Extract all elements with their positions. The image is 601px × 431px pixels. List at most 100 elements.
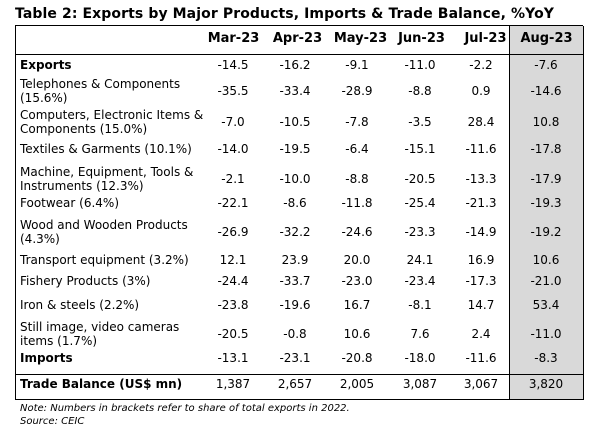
row-label: Imports [20, 351, 73, 365]
table-cell: -35.5 [217, 84, 249, 98]
table-cell: 20.0 [343, 253, 371, 267]
table-title: Table 2: Exports by Major Products, Impo… [15, 6, 555, 22]
table-cell: -8.8 [408, 84, 432, 98]
table-cell: -19.6 [279, 298, 311, 312]
table-cell: 14.7 [467, 298, 495, 312]
table-row: Machine, Equipment, Tools & Instruments … [0, 165, 601, 193]
table-cell: 7.6 [410, 327, 430, 341]
table-cell: -13.3 [465, 172, 497, 186]
table-cell: -7.8 [345, 115, 369, 129]
table-cell: -21.3 [465, 196, 497, 210]
table-cell: 1,387 [215, 377, 251, 391]
column-header: Apr-23 [272, 31, 323, 46]
table-cell: -16.2 [279, 58, 311, 72]
aug-column-left-border [509, 26, 510, 400]
column-header: Jun-23 [398, 31, 445, 46]
table-cell: 53.4 [532, 298, 560, 312]
table-cell: -14.5 [217, 58, 249, 72]
table-cell: -18.0 [404, 351, 436, 365]
table-cell: 24.1 [406, 253, 434, 267]
table-cell: -17.8 [530, 142, 562, 156]
table-cell: -17.3 [465, 274, 497, 288]
table-cell: 12.1 [219, 253, 247, 267]
table-cell: -8.8 [345, 172, 369, 186]
table-cell: -23.0 [341, 274, 373, 288]
table-cell: -19.3 [530, 196, 562, 210]
table-cell: -33.7 [279, 274, 311, 288]
table-cell: -8.3 [534, 351, 558, 365]
table-cell: -10.5 [279, 115, 311, 129]
column-header: Mar-23 [207, 31, 260, 46]
table-cell: 23.9 [281, 253, 309, 267]
table-cell: -11.6 [465, 351, 497, 365]
row-label: Iron & steels (2.2%) [20, 298, 140, 312]
table-cell: 3,820 [528, 377, 564, 391]
table-cell: -33.4 [279, 84, 311, 98]
table-cell: -7.6 [534, 58, 558, 72]
row-label: Transport equipment (3.2%) [20, 253, 189, 267]
table-cell: -17.9 [530, 172, 562, 186]
right-border [583, 26, 584, 400]
table-cell: -24.4 [217, 274, 249, 288]
table-cell: -26.9 [217, 225, 249, 239]
table-cell: 0.9 [471, 84, 491, 98]
table-cell: 2.4 [471, 327, 491, 341]
column-header: Jul-23 [464, 31, 507, 46]
row-label: Textiles & Garments (10.1%) [20, 142, 192, 156]
table-source: Source: CEIC [20, 416, 85, 427]
table-row: Telephones & Components (15.6%) -35.5 -33.… [0, 77, 601, 105]
left-border [15, 26, 16, 400]
trade-balance-rule [15, 374, 583, 375]
table-note: Note: Numbers in brackets refer to share… [20, 403, 350, 414]
row-label: Telephones & Components (15.6%) [20, 77, 181, 105]
table-cell: -6.4 [345, 142, 369, 156]
table-cell: -14.6 [530, 84, 562, 98]
table-row: Exports -14.5 -16.2 -9.1 -11.0 -2.2 -7.6 [0, 58, 601, 72]
row-label: Wood and Wooden Products (4.3%) [20, 218, 188, 246]
table-cell: -23.4 [404, 274, 436, 288]
table-cell: -28.9 [341, 84, 373, 98]
table-cell: -11.6 [465, 142, 497, 156]
table-row: Imports -13.1 -23.1 -20.8 -18.0 -11.6 -8.3 [0, 351, 601, 365]
table-cell: 16.7 [343, 298, 371, 312]
table-cell: -3.5 [408, 115, 432, 129]
table-cell: -8.6 [283, 196, 307, 210]
table-cell: -20.5 [217, 327, 249, 341]
aug-column-highlight [509, 26, 584, 400]
table-cell: -9.1 [345, 58, 369, 72]
row-label: Fishery Products (3%) [20, 274, 151, 288]
table-cell: 10.6 [532, 253, 560, 267]
table-cell: -8.1 [408, 298, 432, 312]
table-row: Trade Balance (US$ mn) 1,387 2,657 2,005 3,0… [0, 377, 601, 391]
table-cell: -23.3 [404, 225, 436, 239]
table-cell: 28.4 [467, 115, 495, 129]
table-cell: 2,657 [277, 377, 313, 391]
table-cell: -10.0 [279, 172, 311, 186]
row-label: Computers, Electronic Items & Components… [20, 108, 204, 136]
bottom-rule [15, 399, 583, 400]
row-label: Still image, video cameras items (1.7%) [20, 320, 180, 348]
column-header: Aug-23 [520, 31, 573, 46]
table-row: Still image, video cameras items (1.7%) -… [0, 320, 601, 348]
table-cell: -0.8 [283, 327, 307, 341]
table-cell: -32.2 [279, 225, 311, 239]
table-cell: 3,087 [402, 377, 438, 391]
table-cell: -11.0 [404, 58, 436, 72]
table-cell: 3,067 [463, 377, 499, 391]
table-cell: -2.1 [221, 172, 245, 186]
table-cell: 2,005 [339, 377, 375, 391]
table-cell: -20.8 [341, 351, 373, 365]
table-cell: -11.8 [341, 196, 373, 210]
table-row: Iron & steels (2.2%) -23.8 -19.6 16.7 -8.1 14… [0, 298, 601, 312]
table-cell: -19.5 [279, 142, 311, 156]
table-row: Wood and Wooden Products (4.3%) -26.9 -32.… [0, 218, 601, 246]
table-cell: -22.1 [217, 196, 249, 210]
row-label: Footwear (6.4%) [20, 196, 120, 210]
table-cell: -25.4 [404, 196, 436, 210]
table-cell: -23.1 [279, 351, 311, 365]
table-row: Computers, Electronic Items & Components… [0, 108, 601, 136]
table-cell: 10.6 [343, 327, 371, 341]
table-cell: -15.1 [404, 142, 436, 156]
table-cell: 10.8 [532, 115, 560, 129]
